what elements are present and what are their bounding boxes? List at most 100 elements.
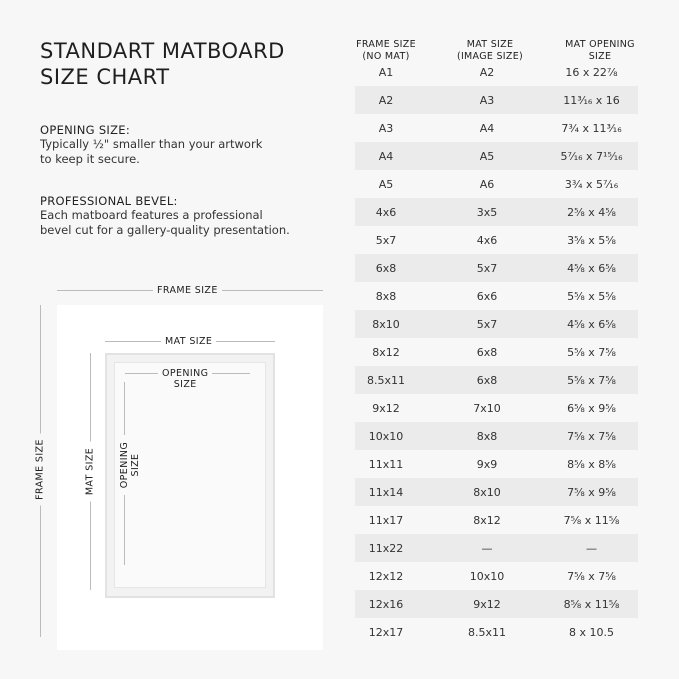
opening-size-cell: 7¾ x 11³⁄₁₆ <box>561 121 622 135</box>
frame-size-cell: A3 <box>378 121 394 135</box>
mat-size-cell: A4 <box>479 121 495 135</box>
opening-text: Typically ½" smaller than your artwork <box>40 137 263 151</box>
frame-size-cell: 12x12 <box>368 569 404 583</box>
frame-size-cell: 12x16 <box>368 597 404 611</box>
mat-size-cell: 5x7 <box>476 317 498 331</box>
mat-size-cell: 7x10 <box>473 401 501 415</box>
frame-size-cell: 10x10 <box>368 429 404 443</box>
table-row: 4x6 3x5 2⅝ x 4⅝ <box>355 198 638 226</box>
frame-size-cell: 8x8 <box>375 289 397 303</box>
frame-size-cell: 6x8 <box>375 261 397 275</box>
table-row: 9x12 7x10 6⅝ x 9⅝ <box>355 394 638 422</box>
mat-size-cell: 10x10 <box>469 569 505 583</box>
opening-size-cell: 6⅝ x 9⅝ <box>567 401 616 415</box>
table-row: A2 A3 11³⁄₁₆ x 16 <box>355 86 638 114</box>
table-row: 8.5x11 6x8 5⅝ x 7⅝ <box>355 366 638 394</box>
title-line: SIZE CHART <box>40 65 170 89</box>
mat-size-cell: 3x5 <box>476 205 498 219</box>
mat-size-cell: A5 <box>479 149 495 163</box>
opening-size-cell: 3⅝ x 5⅝ <box>567 233 616 247</box>
mat-size-cell: 4x6 <box>476 233 498 247</box>
table-row: 11x17 8x12 7⅝ x 11⅝ <box>355 506 638 534</box>
size-table: A1 A2 16 x 22⅞ A2 A3 11³⁄₁₆ x 16 A3 A4 7¾ x 11³⁄… <box>355 58 638 646</box>
opening-size-cell: 2⅝ x 4⅝ <box>567 205 616 219</box>
header-line: (NO MAT) <box>362 51 410 62</box>
table-row: 6x8 5x7 4⅝ x 6⅝ <box>355 254 638 282</box>
table-row: A1 A2 16 x 22⅞ <box>355 58 638 86</box>
frame-size-cell: A1 <box>378 65 394 79</box>
mat-size-cell: 9x12 <box>473 597 501 611</box>
opening-size-cell: 8 x 10.5 <box>569 625 614 639</box>
opening-label-line: SIZE <box>173 379 197 390</box>
frame-size-cell: 8.5x11 <box>366 373 405 387</box>
frame-size-label-vertical: FRAME SIZE <box>34 433 46 506</box>
opening-size-cell: 11³⁄₁₆ x 16 <box>563 93 620 107</box>
opening-label-line: SIZE <box>130 453 141 477</box>
table-row: 12x12 10x10 7⅝ x 7⅝ <box>355 562 638 590</box>
frame-size-cell: A2 <box>378 93 394 107</box>
opening-size-cell: 5⅝ x 7⅝ <box>567 345 616 359</box>
table-row: 8x10 5x7 4⅝ x 6⅝ <box>355 310 638 338</box>
mat-size-cell: 8x12 <box>473 513 501 527</box>
frame-size-cell: A4 <box>378 149 394 163</box>
frame-size-cell: 4x6 <box>375 205 397 219</box>
header-line: SIZE <box>588 51 612 62</box>
bevel-note: PROFESSIONAL BEVEL: Each matboard featur… <box>40 194 290 238</box>
bevel-text: Each matboard features a professional <box>40 208 263 222</box>
table-row: 12x17 8.5x11 8 x 10.5 <box>355 618 638 646</box>
opening-size-label-vertical: OPENING SIZE <box>119 435 141 495</box>
mat-size-cell: 9x9 <box>476 457 498 471</box>
table-row: A4 A5 5⁷⁄₁₆ x 7¹⁵⁄₁₆ <box>355 142 638 170</box>
mat-size-cell: A6 <box>479 177 495 191</box>
opening-size-note: OPENING SIZE: Typically ½" smaller than … <box>40 123 262 167</box>
frame-size-cell: 11x11 <box>368 457 404 471</box>
mat-size-cell: 8x10 <box>473 485 501 499</box>
frame-size-cell: 11x14 <box>368 485 404 499</box>
mat-size-cell: 6x6 <box>476 289 498 303</box>
table-row: A5 A6 3¾ x 5⁷⁄₁₆ <box>355 170 638 198</box>
header-line: FRAME SIZE <box>356 39 416 50</box>
opening-size-cell: 7⅝ x 9⅝ <box>567 485 616 499</box>
mat-size-label: MAT SIZE <box>161 336 217 347</box>
opening-size-cell: 7⅝ x 11⅝ <box>563 513 620 527</box>
opening-size-cell: 5⁷⁄₁₆ x 7¹⁵⁄₁₆ <box>560 149 623 163</box>
opening-size-cell: 16 x 22⅞ <box>565 65 618 79</box>
opening-text: to keep it secure. <box>40 152 140 166</box>
mat-size-cell: A2 <box>479 65 495 79</box>
frame-size-label: FRAME SIZE <box>153 285 222 296</box>
page-title: STANDART MATBOARD SIZE CHART <box>40 38 340 90</box>
opening-size-cell: 8⅝ x 11⅝ <box>563 597 620 611</box>
opening-size-cell: 7⅝ x 7⅝ <box>567 569 616 583</box>
table-row: 10x10 8x8 7⅝ x 7⅝ <box>355 422 638 450</box>
bevel-text: bevel cut for a gallery-quality presenta… <box>40 223 290 237</box>
table-row: 12x16 9x12 8⅝ x 11⅝ <box>355 590 638 618</box>
opening-heading: OPENING SIZE: <box>40 123 131 137</box>
header-line: MAT OPENING <box>565 39 635 50</box>
mat-size-cell: — <box>481 541 493 555</box>
opening-size-label: OPENING SIZE <box>158 368 213 390</box>
table-row: A3 A4 7¾ x 11³⁄₁₆ <box>355 114 638 142</box>
bevel-heading: PROFESSIONAL BEVEL: <box>40 194 178 208</box>
mat-size-cell: 6x8 <box>476 345 498 359</box>
opening-size-cell: 3¾ x 5⁷⁄₁₆ <box>564 177 619 191</box>
mat-size-cell: 5x7 <box>476 261 498 275</box>
frame-size-cell: 11x22 <box>368 541 404 555</box>
mat-size-label-vertical: MAT SIZE <box>84 441 96 502</box>
header-frame-size: FRAME SIZE (NO MAT) <box>347 39 425 63</box>
header-mat-size: MAT SIZE (IMAGE SIZE) <box>440 39 540 63</box>
frame-size-cell: A5 <box>378 177 394 191</box>
header-line: MAT SIZE <box>466 39 514 50</box>
table-row: 11x14 8x10 7⅝ x 9⅝ <box>355 478 638 506</box>
mat-size-cell: 8.5x11 <box>467 625 506 639</box>
table-row: 8x8 6x6 5⅝ x 5⅝ <box>355 282 638 310</box>
opening-label-line: OPENING <box>119 441 130 489</box>
opening-size-cell: 5⅝ x 7⅝ <box>567 373 616 387</box>
header-mat-opening: MAT OPENING SIZE <box>550 39 650 63</box>
opening-size-cell: 7⅝ x 7⅝ <box>567 429 616 443</box>
opening-size-cell: 8⅝ x 8⅝ <box>567 457 616 471</box>
opening-size-cell: 5⅝ x 5⅝ <box>567 289 616 303</box>
frame-size-cell: 12x17 <box>368 625 404 639</box>
title-line: STANDART MATBOARD <box>40 39 285 63</box>
frame-size-cell: 8x10 <box>372 317 400 331</box>
opening-size-cell: 4⅝ x 6⅝ <box>567 261 616 275</box>
